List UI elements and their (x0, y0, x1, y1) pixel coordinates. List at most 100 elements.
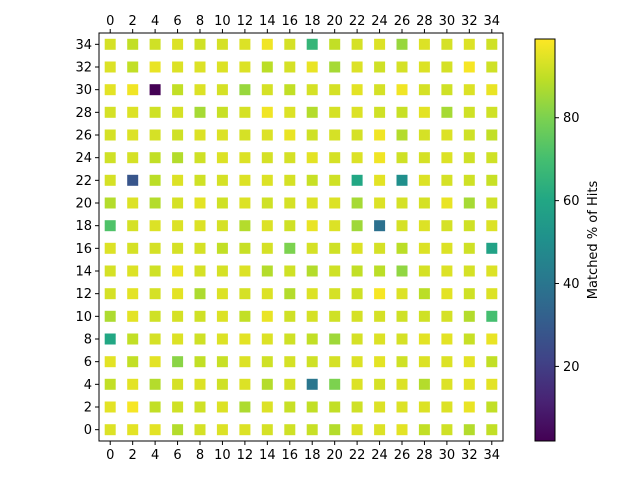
heatmap-cell (104, 356, 116, 368)
heatmap-cell (441, 197, 453, 209)
y-tick-label: 16 (75, 242, 92, 257)
heatmap-cell (374, 310, 386, 322)
heatmap-cell (104, 424, 116, 436)
heatmap-cell (239, 197, 251, 209)
heatmap-cell (396, 197, 408, 209)
heatmap-cell (396, 38, 408, 50)
heatmap-cell (172, 197, 184, 209)
heatmap-cell (463, 288, 475, 300)
x-tick-label: 4 (151, 448, 159, 463)
heatmap-cell (351, 174, 363, 186)
heatmap-cell (261, 265, 273, 277)
heatmap-cell (463, 333, 475, 345)
heatmap-cell (329, 242, 341, 254)
heatmap-cell (127, 129, 139, 141)
heatmap-cell (149, 220, 161, 232)
x-tick-label: 6 (173, 448, 181, 463)
x-tick-label: 16 (282, 448, 299, 463)
x-tick-label-top: 22 (349, 14, 366, 29)
heatmap-cell (172, 401, 184, 413)
heatmap-cell (216, 424, 228, 436)
heatmap-cell (127, 310, 139, 322)
heatmap-cell (216, 333, 228, 345)
heatmap-cell (172, 333, 184, 345)
heatmap-cell (261, 38, 273, 50)
heatmap-cell (374, 424, 386, 436)
heatmap-cell (172, 288, 184, 300)
heatmap-cell (194, 152, 206, 164)
x-tick-label-top: 32 (461, 14, 478, 29)
heatmap-cell (149, 84, 161, 96)
heatmap-cell (149, 61, 161, 73)
x-tick-label-top: 24 (371, 14, 388, 29)
heatmap-cell (463, 129, 475, 141)
heatmap-cell (441, 288, 453, 300)
heatmap-cell (374, 129, 386, 141)
heatmap-cell (396, 356, 408, 368)
heatmap-cell (351, 152, 363, 164)
x-tick-label: 8 (196, 448, 204, 463)
colorbar-label: Matched % of Hits (586, 181, 601, 300)
heatmap-cell (418, 378, 430, 390)
y-tick-label: 20 (75, 197, 92, 212)
heatmap-cell (172, 61, 184, 73)
heatmap-cell (329, 310, 341, 322)
heatmap-cell (194, 129, 206, 141)
heatmap-cell (486, 310, 498, 322)
heatmap-cell (194, 197, 206, 209)
heatmap-cell (261, 401, 273, 413)
heatmap-cell (306, 265, 318, 277)
heatmap-cell (441, 242, 453, 254)
heatmap-cell (486, 106, 498, 118)
heatmap-cell (216, 152, 228, 164)
heatmap-cell (486, 242, 498, 254)
heatmap-cell (149, 174, 161, 186)
heatmap-cell (239, 378, 251, 390)
heatmap-cell (463, 310, 475, 322)
heatmap-cell (441, 152, 453, 164)
heatmap-cell (418, 356, 430, 368)
colorbar-tick-label: 40 (563, 277, 580, 292)
y-tick-label: 12 (75, 287, 92, 302)
heatmap-cell (149, 378, 161, 390)
heatmap-cell (172, 356, 184, 368)
heatmap-cell (149, 288, 161, 300)
heatmap-cell (486, 401, 498, 413)
heatmap-cell (261, 333, 273, 345)
heatmap-cell (396, 242, 408, 254)
heatmap-cell (374, 401, 386, 413)
x-axis-top: 0 2 4 6 8 10 12 14 16 18 20 22 24 26 28 30 32 34 (106, 14, 500, 33)
heatmap-cell (306, 106, 318, 118)
heatmap-cell (261, 61, 273, 73)
heatmap-cell (486, 84, 498, 96)
x-tick-label-top: 4 (151, 14, 159, 29)
heatmap-cell (194, 61, 206, 73)
x-tick-label-top: 8 (196, 14, 204, 29)
heatmap-cell (463, 378, 475, 390)
heatmap-cell (351, 378, 363, 390)
heatmap-cell (104, 61, 116, 73)
heatmap-cell (261, 106, 273, 118)
heatmap-cell (329, 61, 341, 73)
heatmap-cell (306, 242, 318, 254)
heatmap-cell (463, 152, 475, 164)
heatmap-cell (194, 38, 206, 50)
heatmap-cell (486, 129, 498, 141)
x-tick-label: 20 (326, 448, 343, 463)
heatmap-cell (418, 265, 430, 277)
heatmap-cell (172, 38, 184, 50)
heatmap-cell (104, 129, 116, 141)
heatmap-cell (194, 220, 206, 232)
heatmap-cell (351, 356, 363, 368)
heatmap-cell (441, 61, 453, 73)
heatmap-cell (216, 61, 228, 73)
heatmap-cell (239, 265, 251, 277)
heatmap-cell (104, 220, 116, 232)
heatmap-cell (149, 106, 161, 118)
heatmap-cell (239, 310, 251, 322)
heatmap-cell (127, 333, 139, 345)
heatmap-cell (194, 242, 206, 254)
x-tick-label-top: 2 (129, 14, 137, 29)
heatmap-cell (329, 424, 341, 436)
